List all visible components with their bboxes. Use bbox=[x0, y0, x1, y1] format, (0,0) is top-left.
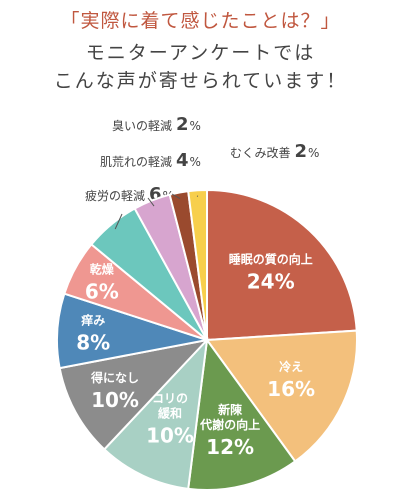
pie-slice bbox=[187, 337, 297, 492]
leader-line bbox=[171, 193, 181, 200]
pie-slice bbox=[58, 338, 210, 451]
slice-label: 代謝の向上 bbox=[199, 417, 260, 432]
slice-label: 緩和 bbox=[158, 406, 182, 421]
slice-label: 痒み bbox=[81, 312, 105, 327]
slice-label: むくみ改善 2% bbox=[230, 141, 319, 162]
slice-label: 冷え bbox=[279, 359, 303, 374]
pie-slice bbox=[102, 337, 209, 490]
slice-value-label: 8% bbox=[76, 330, 110, 354]
pie-slice bbox=[205, 329, 358, 463]
pie-slice bbox=[206, 188, 358, 342]
slice-value-label: 24% bbox=[247, 270, 295, 294]
slice-value-label: 12% bbox=[206, 435, 254, 459]
slice-value-label: 16% bbox=[267, 377, 315, 401]
slice-value-label: 6% bbox=[85, 280, 119, 304]
pie-slice bbox=[187, 188, 208, 341]
slice-value-label: 10% bbox=[91, 388, 139, 412]
slice-label: コリの bbox=[152, 392, 188, 406]
slice-label: 得になし bbox=[90, 370, 139, 385]
slice-label: 新陳 bbox=[218, 402, 243, 417]
heading-line-2: モニターアンケートでは bbox=[85, 42, 316, 64]
slice-label: 乾燥 bbox=[90, 262, 115, 277]
slice-value-label: 10% bbox=[146, 424, 194, 448]
heading-line-3: こんな声が寄せられています！ bbox=[53, 70, 348, 92]
heading-line-1: 「実際に着て感じたことは？」 bbox=[60, 10, 341, 32]
slice-label: 睡眠の質の向上 bbox=[229, 252, 313, 267]
slice-label: 臭いの軽減 2% bbox=[112, 114, 201, 135]
leader-line bbox=[147, 197, 155, 207]
leader-line bbox=[114, 213, 123, 230]
slice-label: 肌荒れの軽減 4% bbox=[100, 150, 201, 171]
